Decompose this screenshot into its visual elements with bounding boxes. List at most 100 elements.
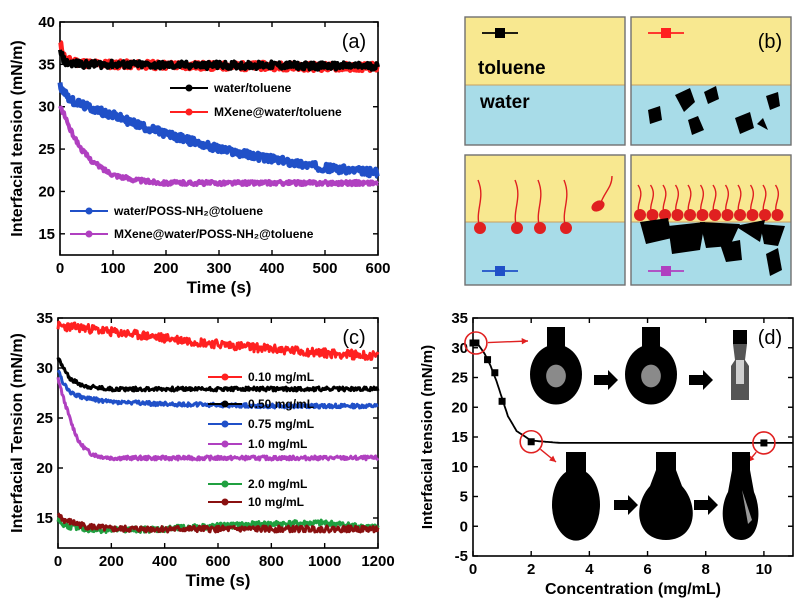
x-axis-title: Time (s) bbox=[186, 571, 251, 590]
water-label: water bbox=[479, 92, 530, 113]
droplet-highlight bbox=[742, 490, 752, 524]
surfactant-head-icon bbox=[511, 222, 523, 234]
legend-swatch-marker bbox=[185, 108, 193, 116]
y-tick-label: 25 bbox=[38, 141, 55, 158]
y-tick-label: 15 bbox=[38, 226, 55, 243]
x-tick-label: 600 bbox=[205, 553, 230, 570]
needle-icon bbox=[566, 452, 586, 474]
series-line bbox=[56, 369, 379, 410]
x-tick-label: 0 bbox=[56, 260, 64, 277]
legend-label: 1.0 mg/mL bbox=[248, 437, 307, 451]
legend-swatch-marker bbox=[221, 480, 229, 488]
x-tick-label: 400 bbox=[259, 260, 284, 277]
y-tick-label: 25 bbox=[451, 370, 468, 387]
toluene-layer bbox=[465, 155, 625, 222]
surfactant-head-icon bbox=[771, 209, 784, 221]
highlight-circle bbox=[752, 431, 776, 455]
x-tick-label: 1000 bbox=[308, 553, 341, 570]
needle-icon bbox=[656, 452, 676, 470]
y-tick-label: 15 bbox=[36, 510, 53, 527]
arrow-head bbox=[521, 338, 528, 345]
mxene-flake-icon bbox=[766, 92, 780, 110]
y-axis-title: Interfacial tension (mN/m) bbox=[9, 40, 26, 236]
x-tick-label: 2 bbox=[527, 561, 535, 578]
surfactant-head-icon bbox=[671, 209, 684, 221]
diagram-cell-frame bbox=[464, 16, 626, 146]
mxene-flake-icon bbox=[766, 248, 782, 276]
y-tick-label: 20 bbox=[36, 460, 53, 477]
water-layer bbox=[465, 85, 625, 145]
legend-label: MXene@water/toluene bbox=[214, 105, 342, 119]
y-tick-label: 10 bbox=[451, 459, 468, 476]
y-tick-label: 30 bbox=[38, 99, 55, 116]
legend-label: 2.0 mg/mL bbox=[248, 477, 307, 491]
x-tick-label: 0 bbox=[469, 561, 477, 578]
droplet-highlight bbox=[736, 360, 744, 384]
panel-label: (b) bbox=[758, 31, 782, 53]
y-tick-label: 5 bbox=[460, 489, 468, 506]
legend-swatch-marker bbox=[85, 207, 93, 215]
x-tick-label: 300 bbox=[206, 260, 231, 277]
x-axis-title: Concentration (mg/mL) bbox=[545, 581, 721, 598]
series-line bbox=[56, 320, 380, 361]
mxene-flake-icon bbox=[720, 240, 742, 262]
y-tick-label: 0 bbox=[460, 518, 468, 535]
mxene-flake-icon bbox=[640, 218, 672, 244]
legend-marker-square bbox=[495, 28, 505, 38]
step-arrow-icon bbox=[594, 370, 618, 390]
surfactant-head-icon bbox=[534, 222, 546, 234]
surfactant-head-icon bbox=[696, 209, 709, 221]
legend-marker-square bbox=[495, 266, 505, 276]
data-point bbox=[472, 339, 480, 347]
data-point bbox=[484, 356, 492, 364]
toluene-layer bbox=[465, 17, 625, 85]
series-line bbox=[58, 105, 380, 188]
surfactant-head-icon bbox=[734, 209, 746, 221]
y-tick-label: 30 bbox=[451, 340, 468, 357]
surfactant-head-icon bbox=[709, 209, 721, 221]
highlight-circle bbox=[519, 429, 543, 454]
surfactant-head-icon bbox=[591, 200, 605, 212]
droplet-highlight bbox=[641, 364, 661, 388]
surfactant-head-icon bbox=[759, 209, 771, 221]
panel-c-chart: 0 200 400 600 800 1000 1200 15 20 25 30 35 Time (s) I… bbox=[9, 310, 395, 590]
data-point bbox=[760, 439, 768, 447]
y-tick-label: 35 bbox=[38, 56, 55, 73]
legend-swatch-marker bbox=[221, 498, 229, 506]
series-line bbox=[56, 512, 380, 534]
legend-label: 0.10 mg/mL bbox=[248, 370, 314, 384]
diagram-cell-frame bbox=[464, 154, 626, 286]
x-tick-label: 200 bbox=[99, 553, 124, 570]
mxene-flake-icon bbox=[700, 222, 740, 248]
highlight-circle bbox=[464, 331, 488, 355]
needle-icon bbox=[547, 327, 565, 349]
legend-label: 0.75 mg/mL bbox=[248, 417, 314, 431]
legend-swatch-marker bbox=[221, 440, 229, 448]
series-line bbox=[58, 49, 380, 72]
droplet-icon bbox=[722, 470, 759, 540]
panel-label: (d) bbox=[758, 327, 782, 349]
water-layer bbox=[465, 222, 625, 285]
legend-swatch-marker bbox=[221, 400, 229, 408]
arrow-head bbox=[549, 455, 556, 462]
mxene-flake-icon bbox=[668, 222, 705, 254]
needle-icon bbox=[732, 452, 750, 470]
y-tick-label: 40 bbox=[38, 14, 55, 31]
legend-label: 10 mg/mL bbox=[248, 495, 304, 509]
legend-label: 0.50 mg/mL bbox=[248, 397, 314, 411]
panel-label: (c) bbox=[342, 327, 365, 349]
mxene-flake-icon bbox=[760, 224, 785, 246]
y-tick-label: 20 bbox=[38, 183, 55, 200]
legend-swatch-marker bbox=[85, 230, 93, 238]
surfactant-head-icon bbox=[646, 209, 659, 221]
step-arrow-icon bbox=[694, 495, 718, 515]
x-tick-label: 1200 bbox=[361, 553, 394, 570]
legend-label: water/toluene bbox=[213, 81, 292, 95]
data-point bbox=[491, 369, 499, 377]
y-tick-label: 30 bbox=[36, 360, 53, 377]
y-tick-label: 35 bbox=[451, 310, 468, 327]
toluene-layer bbox=[631, 17, 791, 85]
surfactant-head-icon bbox=[746, 209, 759, 221]
